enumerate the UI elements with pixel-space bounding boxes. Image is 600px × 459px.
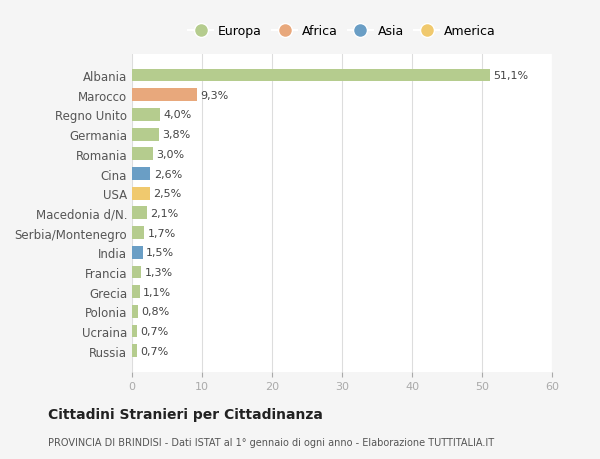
Bar xyxy=(132,89,197,102)
Bar xyxy=(132,148,153,161)
Text: 4,0%: 4,0% xyxy=(163,110,192,120)
Bar xyxy=(132,345,137,358)
Text: 0,8%: 0,8% xyxy=(141,307,169,317)
Text: 2,1%: 2,1% xyxy=(150,208,178,218)
Bar xyxy=(132,69,490,82)
Bar xyxy=(132,227,144,240)
Bar xyxy=(132,129,158,141)
Text: 3,8%: 3,8% xyxy=(162,130,190,140)
Text: 3,0%: 3,0% xyxy=(157,150,185,159)
Text: 1,7%: 1,7% xyxy=(148,228,176,238)
Bar xyxy=(132,207,146,220)
Bar xyxy=(132,109,160,122)
Bar xyxy=(132,266,141,279)
Bar xyxy=(132,285,140,298)
Text: 2,6%: 2,6% xyxy=(154,169,182,179)
Text: 9,3%: 9,3% xyxy=(200,90,229,101)
Bar xyxy=(132,187,149,200)
Text: PROVINCIA DI BRINDISI - Dati ISTAT al 1° gennaio di ogni anno - Elaborazione TUT: PROVINCIA DI BRINDISI - Dati ISTAT al 1°… xyxy=(48,437,494,447)
Text: 2,5%: 2,5% xyxy=(153,189,181,199)
Bar xyxy=(132,325,137,338)
Text: 1,3%: 1,3% xyxy=(145,268,173,277)
Text: 0,7%: 0,7% xyxy=(140,326,169,336)
Bar xyxy=(132,305,137,318)
Text: Cittadini Stranieri per Cittadinanza: Cittadini Stranieri per Cittadinanza xyxy=(48,407,323,421)
Legend: Europa, Africa, Asia, America: Europa, Africa, Asia, America xyxy=(183,20,501,43)
Text: 51,1%: 51,1% xyxy=(493,71,529,81)
Text: 1,1%: 1,1% xyxy=(143,287,172,297)
Text: 1,5%: 1,5% xyxy=(146,248,174,258)
Text: 0,7%: 0,7% xyxy=(140,346,169,356)
Bar xyxy=(132,246,143,259)
Bar xyxy=(132,168,150,180)
